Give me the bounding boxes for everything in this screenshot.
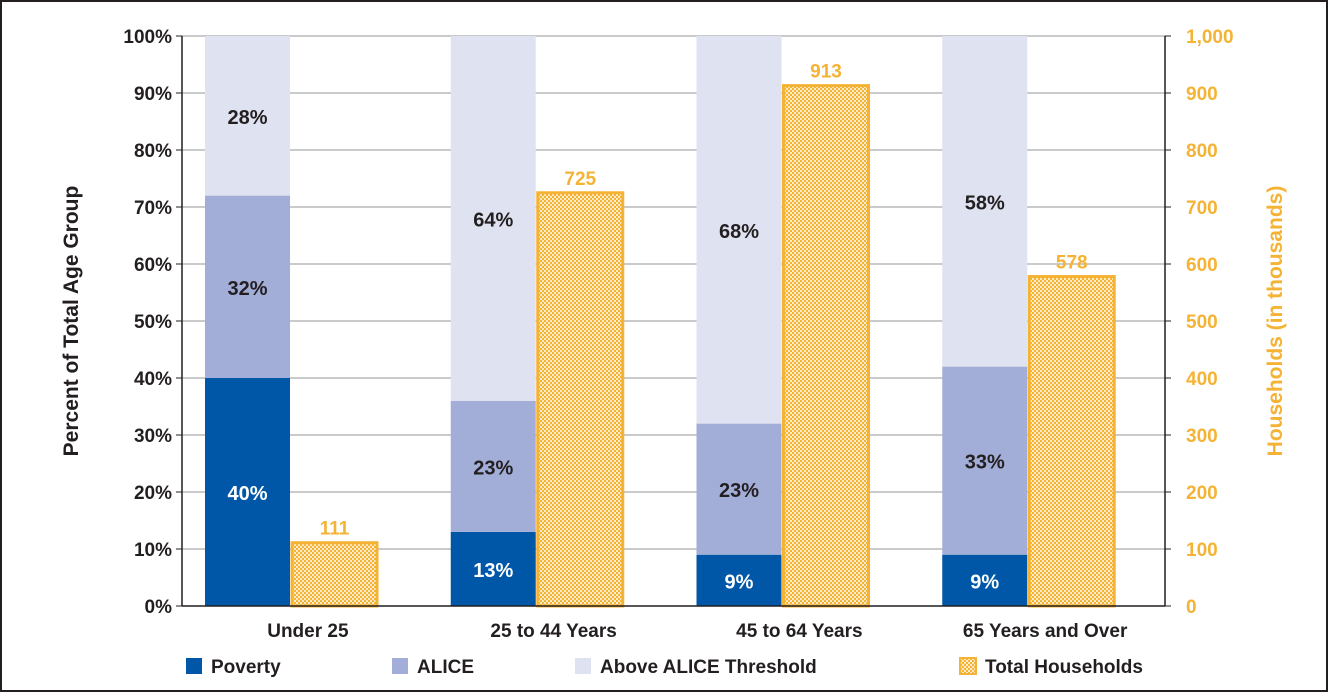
y-tick-label: 20%	[134, 483, 172, 504]
data-label: 32%	[227, 278, 267, 300]
data-label: 40%	[227, 483, 267, 505]
bar-alice	[205, 195, 290, 378]
bar-poverty	[942, 554, 1028, 606]
bars	[205, 36, 1116, 608]
x-tick-label: Under 25	[267, 621, 349, 642]
data-label: 9%	[725, 571, 754, 593]
total-label: 111	[320, 519, 350, 540]
legend-label: Above ALICE Threshold	[600, 657, 817, 678]
legend-label: Total Households	[985, 657, 1143, 678]
y2-tick-label: 200	[1186, 483, 1218, 504]
bar-above-alice-threshold	[942, 36, 1028, 367]
bar-alice	[696, 423, 782, 555]
total-label: 913	[810, 62, 842, 83]
y-tick-label: 70%	[134, 198, 172, 219]
labels: 40% 32% 28% 111 13% 23% 64% 725 9% 23% 68% 913 9% 33%…	[227, 62, 1087, 594]
y2-tick-label: 800	[1186, 141, 1218, 162]
bar-above-alice-threshold	[450, 36, 536, 401]
bar-poverty	[696, 554, 782, 606]
x-tick-label: 25 to 44 Years	[490, 621, 616, 642]
bar-total-households	[782, 84, 870, 608]
bar-alice	[450, 400, 536, 532]
bar-total-households	[536, 191, 625, 608]
y2-tick-label: 500	[1186, 312, 1218, 333]
y2-axis-title: Households (in thousands)	[1264, 186, 1287, 457]
y-tick-label: 40%	[134, 369, 172, 390]
y2-tick-label: 600	[1186, 255, 1218, 276]
y-tick-label: 50%	[134, 312, 172, 333]
legend-swatch-total-households	[959, 657, 977, 675]
bar-total-households	[290, 541, 379, 608]
bar-total-households	[1027, 275, 1116, 608]
y-tick-label: 0%	[145, 597, 173, 618]
y-tick-label: 100%	[123, 27, 172, 48]
y-tick-label: 90%	[134, 84, 172, 105]
legend-swatch-above-alice-threshold	[575, 658, 591, 674]
y-tick-label: 10%	[134, 540, 172, 561]
bar-alice	[942, 366, 1028, 555]
y-tick-label: 80%	[134, 141, 172, 162]
y2-tick-label: 0	[1186, 597, 1197, 618]
legend-label: ALICE	[417, 657, 474, 678]
legend: Poverty ALICE Above ALICE Threshold Total H…	[186, 657, 1143, 678]
data-label: 23%	[473, 457, 513, 479]
data-label: 13%	[473, 560, 513, 582]
data-label: 33%	[965, 452, 1005, 474]
y2-tick-label: 1,000	[1186, 27, 1234, 48]
legend-label: Poverty	[211, 657, 281, 678]
data-label: 64%	[473, 209, 513, 231]
x-tick-label: 45 to 64 Years	[736, 621, 862, 642]
y-tick-label: 30%	[134, 426, 172, 447]
y2-tick-label: 300	[1186, 426, 1218, 447]
data-label: 23%	[719, 480, 759, 502]
y-axis-title: Percent of Total Age Group	[60, 186, 83, 457]
y2-tick-label: 700	[1186, 198, 1218, 219]
bar-poverty	[205, 378, 290, 606]
total-label: 725	[564, 169, 596, 190]
x-tick-label: 65 Years and Over	[963, 621, 1128, 642]
y2-tick-label: 900	[1186, 84, 1218, 105]
legend-swatch-alice	[392, 658, 408, 674]
axes: 0% 10% 20% 30% 40% 50% 60% 70% 80% 90% 100% 0 100 200…	[60, 27, 1287, 642]
data-label: 9%	[970, 571, 999, 593]
bar-above-alice-threshold	[205, 36, 290, 196]
legend-swatch-poverty	[186, 658, 202, 674]
y-tick-label: 60%	[134, 255, 172, 276]
bar-above-alice-threshold	[696, 36, 782, 424]
data-label: 58%	[965, 192, 1005, 214]
data-label: 28%	[227, 107, 267, 129]
data-label: 68%	[719, 221, 759, 243]
bar-poverty	[450, 531, 536, 606]
total-label: 578	[1056, 253, 1088, 274]
y2-tick-label: 100	[1186, 540, 1218, 561]
y2-tick-label: 400	[1186, 369, 1218, 390]
